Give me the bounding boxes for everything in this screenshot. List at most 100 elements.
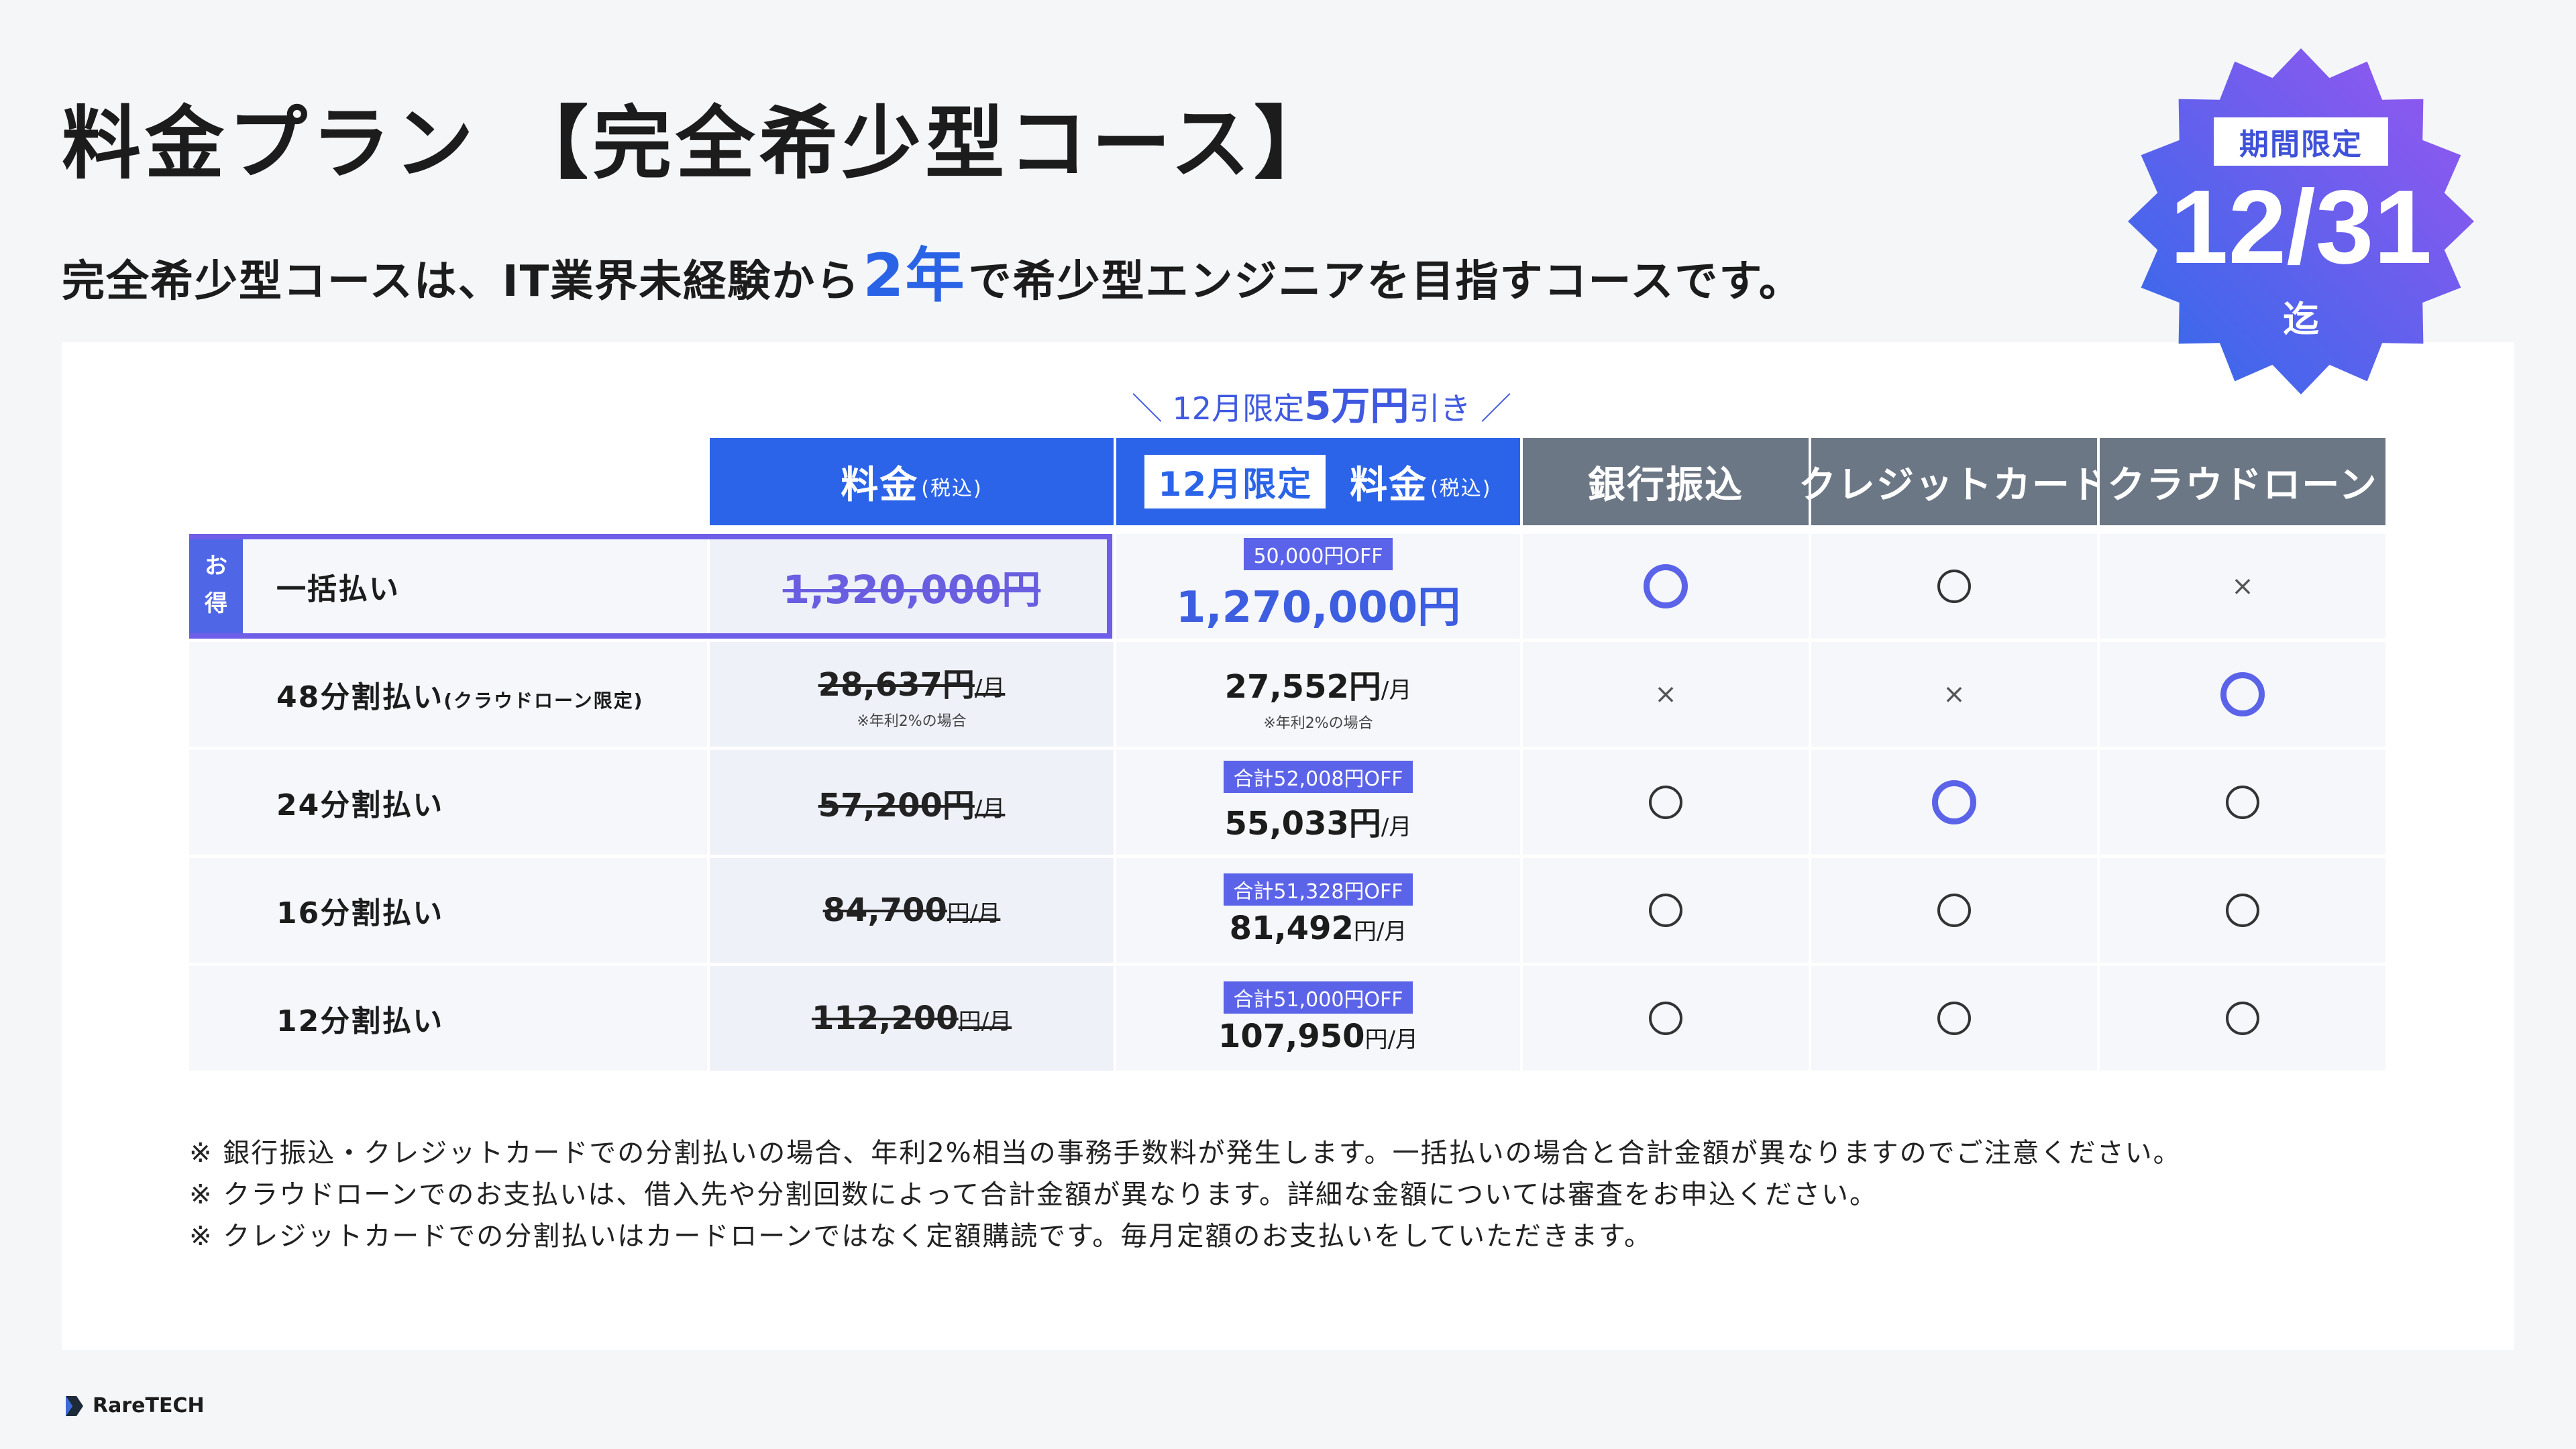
december-price-cell: 27,552円/月 ※年利2%の場合 — [1116, 642, 1520, 747]
december-price-amount: 55,033円 — [1224, 805, 1381, 843]
header-bank-transfer: 銀行振込 — [1523, 438, 1809, 525]
row-label-background — [189, 534, 707, 639]
regular-price: 84,700円/月 — [823, 892, 1001, 929]
december-price-note: ※年利2%の場合 — [1263, 715, 1373, 732]
december-price-amount: 27,552円 — [1224, 668, 1381, 706]
cloud-loan-availability — [2100, 750, 2385, 855]
december-price: 55,033円/月 — [1225, 797, 1412, 844]
plan-name: 12分割払い — [276, 1004, 444, 1038]
regular-price: 1,320,000円 — [782, 567, 1041, 612]
cross-icon: × — [1654, 679, 1677, 710]
plan-label: 一括払い — [189, 534, 707, 639]
circle-icon — [2226, 1002, 2259, 1035]
credit-card-availability — [1811, 966, 2097, 1071]
regular-price-unit: /月 — [974, 675, 1006, 702]
page-title: 料金プラン 【完全希少型コース】 — [62, 97, 1338, 190]
credit-card-availability — [1811, 858, 2097, 963]
regular-price-cell: 28,637円/月 ※年利2%の場合 — [710, 642, 1114, 747]
plan-label: 16分割払い — [189, 858, 707, 963]
cloud-loan-availability — [2100, 966, 2385, 1071]
raretech-logo: RareTECH — [64, 1394, 205, 1417]
row-label-background — [189, 642, 707, 747]
otoku-char-2: 得 — [205, 590, 227, 617]
circle-icon — [1649, 1002, 1682, 1035]
table-row: 12分割払い 112,200円/月 合計51,000円OFF 107,950円/月 — [189, 966, 2385, 1071]
otoku-char-1: お — [205, 553, 227, 580]
december-price: 107,950円/月 — [1218, 1018, 1418, 1055]
regular-price-unit: 円/月 — [947, 900, 1001, 927]
december-price: 1,270,000円 — [1175, 583, 1461, 633]
cloud-loan-availability — [2100, 858, 2385, 963]
december-price-cell: 50,000円OFF 1,270,000円 — [1116, 534, 1520, 639]
header-price: 料金 (税込) — [710, 438, 1114, 525]
credit-card-availability — [1811, 534, 2097, 639]
december-price-unit: 円/月 — [1364, 1026, 1419, 1053]
december-price-amount: 81,492 — [1229, 910, 1354, 947]
regular-price-amount: 112,200 — [811, 1000, 959, 1037]
december-price: 81,492円/月 — [1230, 910, 1407, 947]
plan-label: 24分割払い — [189, 750, 707, 855]
badge-tag: 期間限定 — [2214, 117, 2388, 166]
plan-label-note: (クラウドローン限定) — [443, 690, 644, 712]
regular-price-unit: 円/月 — [958, 1008, 1012, 1035]
otoku-tag: お 得 — [189, 534, 243, 636]
regular-price-cell: 112,200円/月 — [710, 966, 1114, 1071]
header-credit-card: クレジットカード — [1799, 438, 2108, 525]
regular-price-cell: 57,200円/月 — [710, 750, 1114, 855]
logo-icon — [66, 1395, 83, 1416]
footnote: ※ 銀行振込・クレジットカードでの分割払いの場合、年利2%相当の事務手数料が発生… — [189, 1138, 2182, 1169]
plan-label-text: 48分割払い(クラウドローン限定) — [276, 673, 643, 716]
table-row: 24分割払い 57,200円/月 合計52,008円OFF 55,033円/月 — [189, 750, 2385, 855]
regular-price-cell: 1,320,000円 — [710, 534, 1114, 639]
credit-card-availability: × — [1811, 642, 2097, 747]
credit-card-availability — [1811, 750, 2097, 855]
regular-price-cell: 84,700円/月 — [710, 858, 1114, 963]
header-price-label: 料金 — [841, 463, 919, 507]
discount-chip: 合計51,000円OFF — [1224, 981, 1413, 1014]
plan-name: 一括払い — [276, 572, 400, 606]
badge-until: 迄 — [2283, 299, 2319, 341]
badge-date: 12/31 — [2169, 169, 2432, 286]
december-price-unit: /月 — [1381, 814, 1412, 841]
cross-icon: × — [1943, 679, 1966, 710]
table-row: 48分割払い(クラウドローン限定) 28,637円/月 ※年利2%の場合 27,552… — [189, 642, 2385, 747]
december-price-cell: 合計51,000円OFF 107,950円/月 — [1116, 966, 1520, 1071]
bank-transfer-availability: × — [1523, 642, 1809, 747]
bank-transfer-availability — [1523, 858, 1809, 963]
recommended-circle-icon — [1932, 780, 1976, 824]
circle-icon — [1937, 894, 1971, 927]
december-price: 27,552円/月 — [1225, 660, 1412, 707]
subtitle-after: で希少型エンジニアを目指すコースです。 — [968, 257, 1803, 307]
december-price-unit: 円/月 — [1353, 918, 1407, 945]
discount-chip: 合計52,008円OFF — [1224, 761, 1413, 793]
recommended-circle-icon — [1644, 564, 1688, 608]
discount-chip: 50,000円OFF — [1244, 538, 1393, 570]
december-price-amount: 107,950 — [1218, 1018, 1365, 1055]
footnote: ※ クラウドローンでのお支払いは、借入先や分割回数によって合計金額が異なります。… — [189, 1179, 1878, 1210]
promo-prefix: ＼ 12月限定 — [1131, 390, 1305, 427]
plan-name: 24分割払い — [276, 788, 444, 822]
plan-label: 48分割払い(クラウドローン限定) — [189, 642, 707, 747]
plan-label-text: 16分割払い — [276, 889, 443, 932]
row-label-background — [189, 858, 707, 963]
regular-price: 112,200円/月 — [812, 1000, 1012, 1037]
plan-name: 48分割払い — [276, 680, 444, 714]
plan-label-text: 12分割払い — [276, 997, 443, 1040]
row-label-background — [189, 966, 707, 1071]
header-december-tax: (税込) — [1430, 477, 1492, 500]
regular-price-amount: 84,700 — [822, 892, 947, 929]
circle-icon — [1937, 570, 1971, 603]
circle-icon — [1649, 786, 1682, 819]
circle-icon — [1937, 1002, 1971, 1035]
header-december-label: 料金 — [1350, 463, 1428, 507]
regular-price-note: ※年利2%の場合 — [857, 713, 967, 730]
regular-price: 28,637円/月 — [818, 658, 1006, 705]
regular-price-unit: /月 — [974, 796, 1006, 822]
header-price-tax: (税込) — [921, 477, 983, 500]
row-label-background — [189, 750, 707, 855]
regular-price: 57,200円/月 — [818, 779, 1006, 826]
promo-highlight: 5万円 — [1304, 383, 1409, 429]
december-price-unit: /月 — [1381, 677, 1412, 704]
table-row: 16分割払い 84,700円/月 合計51,328円OFF 81,492円/月 — [189, 858, 2385, 963]
circle-icon — [1649, 894, 1682, 927]
